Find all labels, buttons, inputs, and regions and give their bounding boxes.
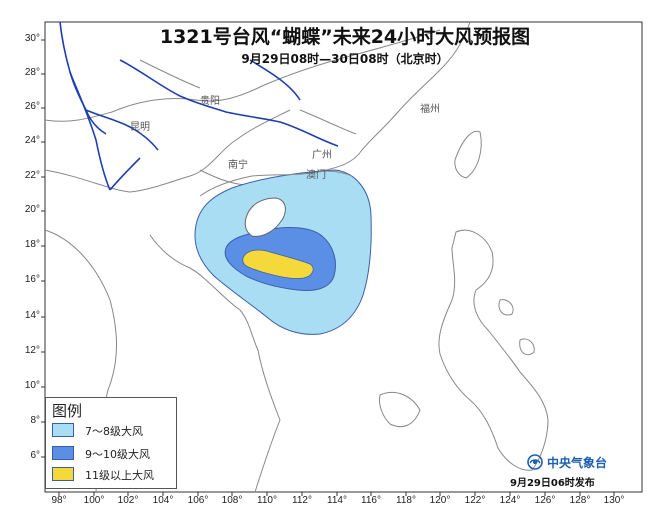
- legend-label-9-10: 9～10级大风: [85, 448, 150, 461]
- lon-label: 122°: [464, 495, 486, 506]
- city-label-macau: 澳门: [306, 170, 326, 181]
- city-label-guangzhou: 广州: [312, 150, 332, 161]
- lat-label: 10°: [24, 380, 40, 391]
- lat-label: 8°: [30, 415, 40, 426]
- lat-label: 14°: [24, 310, 40, 321]
- city-label-kunming: 昆明: [130, 122, 150, 133]
- lat-label: 20°: [24, 204, 40, 215]
- lon-label: 128°: [569, 495, 591, 506]
- lon-label: 120°: [429, 495, 451, 506]
- lon-label: 106°: [187, 495, 209, 506]
- legend-label-11-plus: 11级以上大风: [85, 469, 154, 482]
- wind-zone-11-plus: [242, 249, 314, 279]
- lon-label: 102°: [117, 495, 139, 506]
- lon-label: 114°: [327, 495, 347, 506]
- lon-label: 108°: [221, 495, 243, 506]
- gulf-coast-over-zone: [199, 170, 353, 197]
- lat-label: 30°: [24, 33, 40, 44]
- lon-label: 124°: [499, 495, 521, 506]
- cma-logo-text: 中央气象台: [547, 456, 608, 470]
- legend-swatch-11-plus: [52, 467, 74, 481]
- map-title: 1321号台风“蝴蝶”未来24小时大风预报图: [159, 26, 531, 48]
- lon-label: 126°: [534, 495, 556, 506]
- rivers: [59, 21, 339, 191]
- legend-swatch-9-10: [52, 446, 74, 460]
- release-time: 9月29日06时发布: [510, 478, 595, 489]
- lon-label: 100°: [83, 495, 105, 506]
- legend-swatch-7-8: [52, 423, 74, 437]
- lat-label: 24°: [24, 135, 40, 146]
- city-label-guiyang: 贵阳: [200, 96, 220, 107]
- legend-item-9-10: 9～10级大风: [52, 444, 174, 462]
- legend-item-11-plus: 11级以上大风: [52, 465, 174, 483]
- lat-label: 26°: [24, 101, 40, 112]
- city-label-nanning: 南宁: [228, 160, 248, 171]
- hainan-island: [244, 197, 286, 237]
- lon-label: 112°: [292, 495, 312, 506]
- lon-label: 98°: [51, 495, 67, 506]
- city-label-fuzhou: 福州: [420, 104, 440, 115]
- legend: 图例 7～8级大风 9～10级大风 11级以上大风: [45, 397, 177, 489]
- map-subtitle: 9月29日08时—30日08时（北京时）: [241, 52, 449, 66]
- lat-label: 22°: [24, 170, 40, 181]
- lat-label: 16°: [24, 274, 40, 285]
- lat-ticks: [41, 39, 45, 458]
- lat-label: 18°: [24, 239, 40, 250]
- lat-label: 12°: [24, 345, 40, 356]
- lon-label: 116°: [361, 495, 381, 506]
- lon-label: 130°: [603, 495, 625, 506]
- cma-logo-icon: [527, 454, 543, 470]
- lon-label: 118°: [396, 495, 416, 506]
- legend-item-7-8: 7～8级大风: [52, 421, 174, 439]
- lat-label: 28°: [24, 67, 40, 78]
- lat-label: 6°: [30, 450, 40, 461]
- lon-label: 104°: [152, 495, 174, 506]
- legend-label-7-8: 7～8级大风: [85, 425, 143, 438]
- lon-label: 110°: [257, 495, 277, 506]
- lon-ticks: [58, 492, 615, 496]
- legend-title: 图例: [52, 402, 83, 420]
